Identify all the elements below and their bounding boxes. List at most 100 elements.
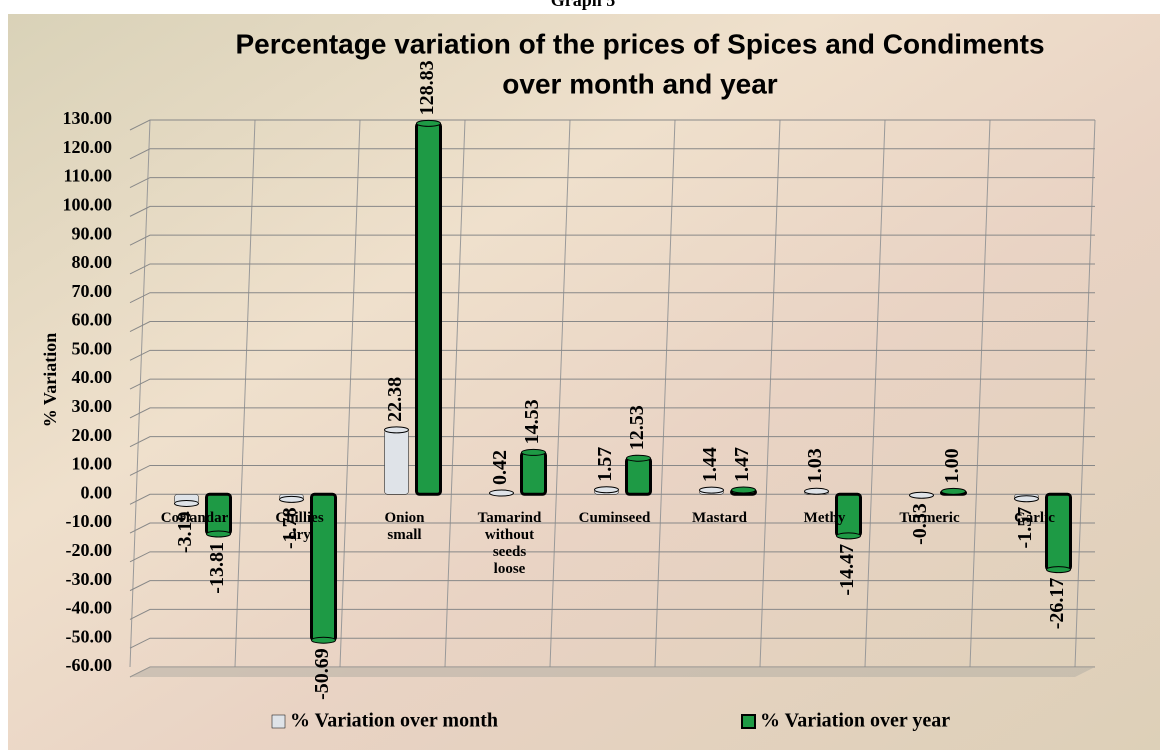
y-axis-label: % Variation <box>40 333 60 428</box>
y-tick-label: 120.00 <box>63 137 113 157</box>
grid-line <box>129 177 1095 189</box>
bar-cap <box>731 486 756 494</box>
y-tick-label: 40.00 <box>72 367 113 387</box>
grid-line <box>129 436 1095 448</box>
grid-line <box>129 407 1095 419</box>
grid-line <box>129 464 1095 476</box>
value-label: -1.57 <box>1014 507 1036 549</box>
grid-line <box>129 637 1095 649</box>
value-label: 1.03 <box>804 448 826 483</box>
y-tick-label: 30.00 <box>72 396 113 416</box>
grid-line <box>129 580 1095 592</box>
bar-cap <box>836 532 861 540</box>
bar-cap <box>1014 495 1039 503</box>
grid-line <box>129 349 1095 361</box>
value-label: 14.53 <box>521 399 543 444</box>
bar <box>625 456 652 496</box>
bar-cap <box>311 636 336 644</box>
value-label: 1.44 <box>699 447 721 482</box>
y-tick-label: 80.00 <box>72 252 113 272</box>
y-tick-label: 130.00 <box>63 108 113 128</box>
y-tick-label: 110.00 <box>63 166 112 186</box>
y-tick-label: -60.00 <box>66 655 113 675</box>
bar <box>1045 492 1072 572</box>
bar-cap <box>279 495 304 503</box>
value-label: -0.33 <box>909 503 931 545</box>
y-tick-label: 100.00 <box>63 194 113 214</box>
value-label: -3.19 <box>174 511 196 553</box>
bar <box>384 429 409 495</box>
value-label: -14.47 <box>836 544 858 596</box>
grid-line <box>129 234 1095 246</box>
legend-swatch <box>271 714 286 729</box>
value-label: -50.69 <box>311 648 333 700</box>
value-label: 12.53 <box>626 405 648 450</box>
bar-cap <box>384 426 409 434</box>
value-label: 1.00 <box>941 448 963 483</box>
grid-line <box>129 148 1095 160</box>
grid-line <box>129 378 1095 390</box>
legend-label: % Variation over year <box>760 710 950 732</box>
wall-line <box>234 119 256 668</box>
bar-cap <box>206 530 231 538</box>
value-label: -1.78 <box>279 507 301 549</box>
grid-line <box>129 608 1095 620</box>
x-tick-label: Methy <box>804 510 846 526</box>
wall-line <box>654 119 676 668</box>
y-tick-label: -20.00 <box>66 540 113 560</box>
bar-cap <box>1046 566 1071 574</box>
y-tick-label: -40.00 <box>66 598 113 618</box>
bar-cap <box>699 486 724 494</box>
x-tick-label: Cuminseed <box>579 510 651 526</box>
value-label: 1.57 <box>594 447 616 482</box>
y-tick-label: 70.00 <box>72 281 113 301</box>
bar-cap <box>416 119 441 127</box>
y-tick-label: 10.00 <box>72 454 113 474</box>
wall-line <box>339 119 361 668</box>
value-label: 0.42 <box>489 450 511 485</box>
wall-line <box>969 119 991 668</box>
y-tick-label: 90.00 <box>72 223 113 243</box>
grid-line <box>129 263 1095 275</box>
bar-cap <box>804 487 829 495</box>
chart-title: over month and year <box>502 68 778 99</box>
y-tick-label: 60.00 <box>72 310 113 330</box>
bar <box>415 121 442 496</box>
y-tick-label: 20.00 <box>72 425 113 445</box>
bar-cap <box>909 491 934 499</box>
y-tick-label: -30.00 <box>66 569 113 589</box>
bar-cap <box>489 489 514 497</box>
bar <box>520 450 547 496</box>
value-label: -13.81 <box>206 542 228 594</box>
bar-cap <box>941 487 966 495</box>
x-tick-label: Turmeric <box>899 510 960 526</box>
y-tick-label: -50.00 <box>66 626 113 646</box>
wall-line <box>864 119 886 668</box>
bar-cap <box>626 454 651 462</box>
grid-line <box>129 551 1095 563</box>
wall-line <box>759 119 781 668</box>
value-label: 128.83 <box>416 60 438 115</box>
x-tick-label: Tamarind without seeds loose <box>478 510 542 577</box>
y-tick-label: 0.00 <box>81 482 113 502</box>
grid-line <box>129 119 1095 131</box>
legend-swatch <box>741 714 756 729</box>
x-tick-label: Mastard <box>692 510 748 526</box>
legend-label: % Variation over month <box>290 710 498 732</box>
grid-line <box>129 292 1095 304</box>
grid-line <box>129 522 1095 534</box>
x-tick-label: Onion small <box>384 510 425 543</box>
grid-line <box>129 493 1095 505</box>
x-tick-label: Coriandar <box>161 510 229 526</box>
x-tick-label: Garlic <box>1014 510 1055 526</box>
wall-line <box>444 119 466 668</box>
chart-title: Percentage variation of the prices of Sp… <box>235 28 1044 59</box>
floor <box>130 667 1095 677</box>
bar-cap <box>521 448 546 456</box>
wall-line <box>129 119 151 668</box>
value-label: -26.17 <box>1046 578 1068 630</box>
x-tick-label: Chillies dry <box>275 510 324 543</box>
value-label: 22.38 <box>384 377 406 422</box>
y-tick-label: 50.00 <box>72 338 113 358</box>
